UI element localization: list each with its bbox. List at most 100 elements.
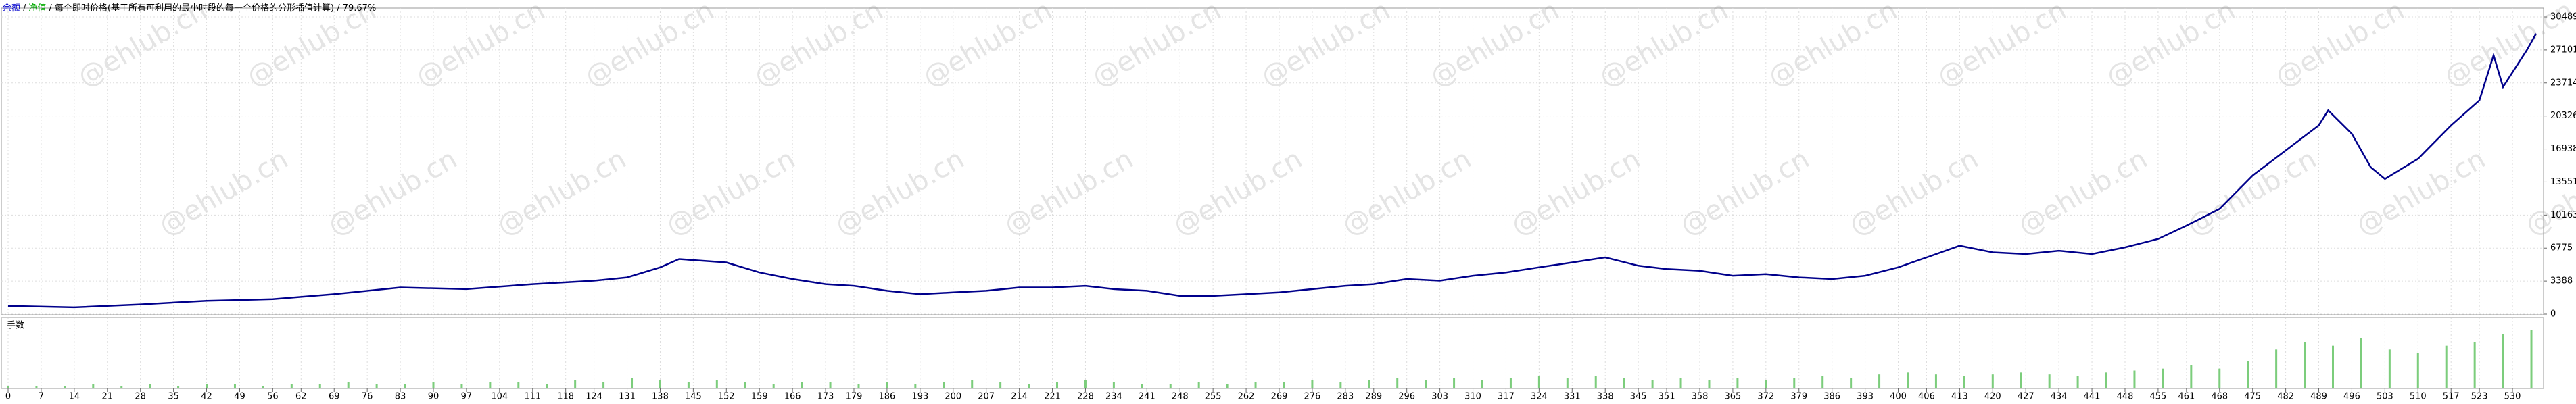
x-tick-label: 427 (2018, 392, 2034, 402)
x-tick-label: 35 (168, 392, 179, 402)
lots-bar (631, 378, 633, 388)
lots-bar (830, 382, 832, 388)
lots-bar (1084, 380, 1087, 388)
lots-bar (1113, 382, 1115, 388)
lots-bar (886, 382, 888, 388)
lots-bar (914, 384, 916, 388)
x-tick-label: 441 (2084, 392, 2101, 402)
lots-bar (2077, 376, 2079, 388)
x-tick-label: 221 (1044, 392, 1061, 402)
lots-bar (234, 384, 236, 388)
lots-bar (404, 384, 406, 388)
legend-separator: / (23, 3, 26, 14)
lots-bar (1255, 382, 1257, 388)
y-tick-label: 23714 (2550, 78, 2576, 88)
x-tick-label: 173 (817, 392, 834, 402)
lots-bar (1963, 376, 1965, 388)
lots-bar (120, 386, 122, 388)
lots-bar (744, 382, 746, 388)
x-tick-label: 255 (1205, 392, 1222, 402)
lots-bar (1821, 376, 1823, 388)
lots-bar (7, 386, 9, 388)
x-tick-label: 200 (945, 392, 961, 402)
lots-bar (291, 384, 293, 388)
lots-bar (1396, 378, 1398, 388)
lots-bar (1850, 378, 1852, 388)
panel-title: 手数 (7, 321, 24, 331)
lots-bar (2275, 349, 2277, 388)
x-tick-label: 76 (362, 392, 373, 402)
x-tick-label: 14 (69, 392, 80, 402)
lots-bar (1736, 378, 1738, 388)
lots-bar (1481, 380, 1483, 388)
lots-bar (2531, 330, 2533, 388)
lots-bar (2502, 334, 2504, 388)
lots-bar (1368, 380, 1370, 388)
y-tick-label: 20326 (2550, 111, 2576, 121)
x-tick-label: 131 (619, 392, 636, 402)
x-tick-label: 234 (1105, 392, 1122, 402)
lots-bar (1708, 380, 1710, 388)
lots-bar (1652, 380, 1654, 388)
x-tick-label: 317 (1498, 392, 1514, 402)
x-tick-label: 166 (784, 392, 801, 402)
lots-bar (2020, 372, 2022, 388)
lots-bar (1538, 376, 1540, 388)
lots-bar (2049, 374, 2051, 388)
y-tick-label: 16938 (2550, 144, 2576, 154)
x-tick-label: 324 (1531, 392, 1548, 402)
lots-bar (801, 382, 803, 388)
lots-bar (1992, 374, 1994, 388)
lots-bar (574, 380, 576, 388)
lots-bar (1170, 384, 1172, 388)
x-tick-label: 530 (2504, 392, 2521, 402)
lots-bar (943, 382, 945, 388)
lots-bar (1935, 374, 1937, 388)
lots-bar (149, 384, 151, 388)
x-tick-label: 289 (1365, 392, 1382, 402)
x-tick-label: 468 (2211, 392, 2228, 402)
lots-bar (773, 384, 775, 388)
x-tick-label: 193 (911, 392, 928, 402)
lots-bar (2105, 372, 2107, 388)
x-tick-label: 152 (718, 392, 735, 402)
y-tick-label: 3388 (2550, 276, 2573, 286)
subtitle: / 每个即时价格(基于所有可利用的最小时段的每一个价格的分形插值计算) / 79… (49, 3, 376, 14)
y-tick-label: 27101 (2550, 45, 2576, 55)
x-tick-label: 124 (586, 392, 602, 402)
x-tick-label: 406 (1918, 392, 1935, 402)
lots-bar (716, 380, 718, 388)
lots-bar (971, 380, 973, 388)
lots-bar (2133, 371, 2135, 388)
x-tick-label: 420 (1984, 392, 2001, 402)
x-tick-label: 400 (1890, 392, 1907, 402)
x-tick-label: 448 (2117, 392, 2134, 402)
x-tick-label: 28 (135, 392, 146, 402)
lots-bar (489, 382, 491, 388)
lots-bar (2247, 361, 2249, 388)
x-tick-label: 179 (846, 392, 863, 402)
lots-bar (2190, 365, 2192, 388)
lots-bar (460, 384, 462, 388)
x-tick-label: 296 (1398, 392, 1415, 402)
lots-bar (517, 382, 519, 388)
lots-bar (348, 382, 350, 388)
x-tick-label: 455 (2149, 392, 2166, 402)
x-tick-label: 379 (1790, 392, 1807, 402)
header: 余额/净值/ 每个即时价格(基于所有可利用的最小时段的每一个价格的分形插值计算)… (3, 3, 376, 14)
x-tick-label: 7 (39, 392, 44, 402)
lots-bar (376, 384, 378, 388)
x-tick-label: 475 (2244, 392, 2261, 402)
x-tick-label: 62 (295, 392, 307, 402)
lots-bar (1453, 378, 1455, 388)
x-tick-label: 283 (1337, 392, 1354, 402)
lots-bar (262, 386, 264, 388)
lots-bar (2389, 349, 2391, 388)
x-tick-label: 42 (201, 392, 212, 402)
lots-bar (1765, 380, 1767, 388)
x-tick-label: 365 (1725, 392, 1742, 402)
x-tick-label: 145 (685, 392, 702, 402)
lots-bar (2304, 342, 2306, 388)
x-tick-label: 386 (1823, 392, 1840, 402)
